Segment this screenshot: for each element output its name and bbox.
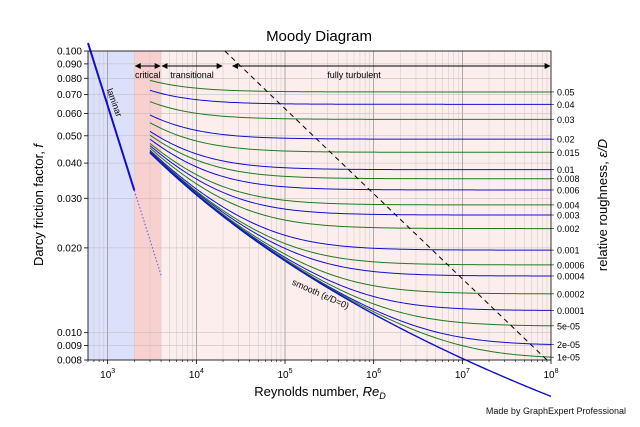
roughness-curve-2 bbox=[149, 101, 551, 120]
roughness-curve-0 bbox=[149, 79, 551, 93]
roughness-label: 0.002 bbox=[557, 224, 580, 234]
roughness-curve-14 bbox=[149, 151, 551, 295]
x-tick-label: 103 bbox=[100, 368, 115, 381]
x-axis-ticks: 103 104 105 106 107 108 bbox=[87, 360, 559, 381]
roughness-label: 1e-05 bbox=[557, 353, 580, 363]
transitional-label: transitional bbox=[170, 70, 214, 80]
x-tick-label: 108 bbox=[543, 368, 558, 381]
roughness-label: 0.0006 bbox=[557, 260, 585, 270]
roughness-label: 0.003 bbox=[557, 211, 580, 221]
y2-axis-label: relative roughness, ε/D bbox=[595, 139, 610, 271]
x-tick-label: 106 bbox=[366, 368, 381, 381]
x-tick-label: 105 bbox=[277, 368, 292, 381]
roughness-curve-10 bbox=[149, 147, 552, 230]
y-tick-label: 0.070 bbox=[57, 90, 82, 101]
roughness-label: 0.001 bbox=[557, 246, 580, 256]
y-tick-label: 0.060 bbox=[57, 109, 82, 120]
roughness-label: 0.0004 bbox=[557, 271, 585, 281]
plot-frame bbox=[87, 50, 552, 361]
y-axis-label: Darcy friction factor, f bbox=[31, 143, 46, 266]
x-tick-label: 104 bbox=[189, 368, 204, 381]
roughness-curve-11 bbox=[149, 149, 551, 251]
roughness-label: 0.04 bbox=[557, 100, 575, 110]
credit-text: Made by GraphExpert Professional bbox=[485, 406, 626, 416]
roughness-curve-6 bbox=[149, 134, 551, 180]
roughness-curve-5 bbox=[149, 130, 551, 171]
y-tick-label: 0.050 bbox=[57, 131, 82, 142]
y-tick-label: 0.020 bbox=[57, 243, 82, 254]
fully-turbulent-label: fully turbulent bbox=[327, 70, 381, 80]
roughness-label: 0.006 bbox=[557, 185, 580, 195]
y-tick-label: 0.010 bbox=[57, 328, 82, 339]
roughness-label: 5e-05 bbox=[557, 321, 580, 331]
region-transitional bbox=[161, 51, 552, 360]
roughness-label: 0.008 bbox=[557, 174, 580, 184]
roughness-label: 0.0001 bbox=[557, 306, 585, 316]
y-tick-label: 0.100 bbox=[57, 47, 82, 58]
laminar-line bbox=[87, 42, 136, 191]
grid bbox=[87, 50, 551, 361]
roughness-curve-12 bbox=[149, 150, 552, 266]
roughness-curve-9 bbox=[149, 145, 551, 216]
region-laminar bbox=[88, 51, 135, 360]
roughness-label: 0.03 bbox=[557, 115, 575, 125]
roughness-curve-4 bbox=[149, 122, 551, 153]
laminar-extension-dotted bbox=[133, 190, 162, 276]
roughness-label: 0.015 bbox=[557, 148, 580, 158]
region-critical bbox=[134, 51, 162, 360]
smooth-pipe-curve bbox=[149, 152, 552, 398]
flow-regions bbox=[88, 51, 552, 360]
roughness-curve-13 bbox=[149, 151, 551, 277]
roughness-curve-3 bbox=[149, 114, 551, 140]
roughness-label: 0.05 bbox=[557, 87, 575, 97]
roughness-label: 0.01 bbox=[557, 165, 575, 175]
roughness-label: 0.0002 bbox=[557, 289, 585, 299]
roughness-curves bbox=[149, 79, 552, 398]
roughness-label: 2e-05 bbox=[557, 340, 580, 350]
x-tick-label: 107 bbox=[455, 368, 470, 381]
roughness-curve-7 bbox=[149, 138, 552, 191]
y-tick-label: 0.008 bbox=[57, 356, 82, 367]
critical-label: critical bbox=[135, 70, 161, 80]
fully-turbulent-boundary bbox=[224, 50, 548, 361]
roughness-curve-8 bbox=[149, 142, 551, 206]
y-tick-label: 0.080 bbox=[57, 74, 82, 85]
roughness-label: 0.02 bbox=[557, 135, 575, 145]
y-tick-label: 0.030 bbox=[57, 194, 82, 205]
y-tick-label: 0.090 bbox=[57, 59, 82, 70]
y-tick-label: 0.040 bbox=[57, 159, 82, 170]
roughness-curve-1 bbox=[149, 89, 551, 105]
chart-title: Moody Diagram bbox=[266, 28, 372, 45]
x-axis-label: Reynolds number, ReD bbox=[254, 384, 386, 401]
y-tick-label: 0.009 bbox=[57, 341, 82, 352]
roughness-label: 0.004 bbox=[557, 200, 580, 210]
